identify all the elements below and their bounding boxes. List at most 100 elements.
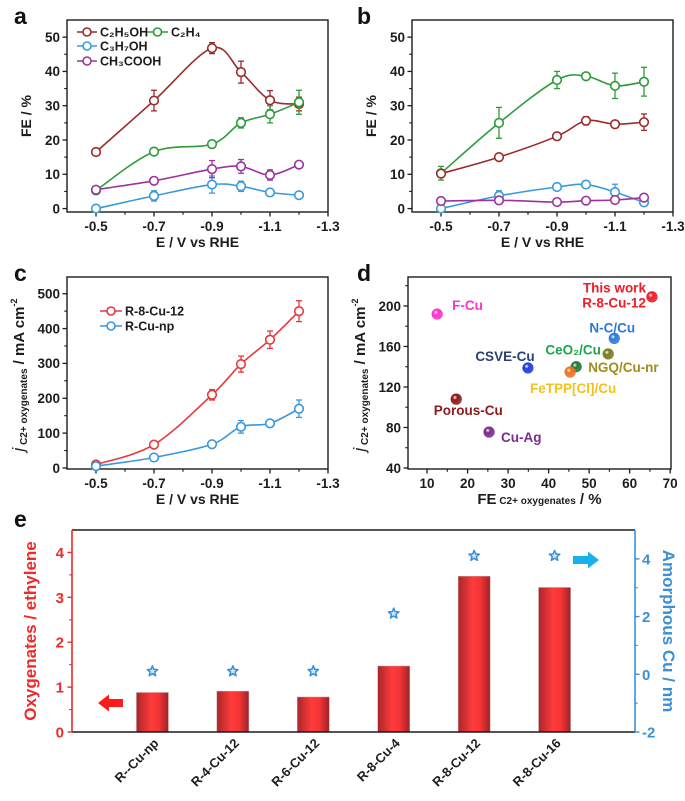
legend-marker bbox=[152, 27, 163, 37]
series-b-1 bbox=[435, 113, 650, 179]
x-tick-label: -0.9 bbox=[200, 219, 223, 234]
data-point bbox=[638, 76, 650, 87]
y-tick-label: 120 bbox=[378, 380, 401, 395]
scatter-point bbox=[522, 362, 534, 374]
scatter-item: CSVE-Cu bbox=[475, 349, 535, 374]
y-tick-label: 50 bbox=[45, 30, 60, 45]
left-tick-label: 4 bbox=[56, 545, 65, 562]
x-tick-label: -1.3 bbox=[316, 476, 340, 491]
left-tick-label: 0 bbox=[56, 725, 64, 742]
data-point bbox=[551, 181, 563, 193]
y-tick-label: 200 bbox=[378, 299, 401, 314]
legend-marker bbox=[106, 306, 116, 316]
y-title-superscript: -2 bbox=[9, 299, 19, 307]
x-axis-title: FE C2+ oxygenates / % bbox=[477, 491, 601, 508]
y-axis-title: FE / % bbox=[363, 94, 379, 137]
legend-marker bbox=[82, 27, 92, 37]
y-tick-label: 40 bbox=[45, 64, 60, 79]
data-point bbox=[580, 115, 592, 126]
x-tick-label: 70 bbox=[663, 476, 678, 491]
left-axis-title: Oxygenates / ethylene bbox=[21, 541, 40, 721]
panel-letter: a bbox=[14, 3, 27, 29]
point-label: NGQ/Cu-nr bbox=[588, 360, 659, 375]
y-title-italic: j bbox=[9, 446, 28, 453]
y-tick-label: 400 bbox=[37, 321, 60, 336]
x-tick-label: 40 bbox=[541, 476, 556, 491]
data-point bbox=[493, 152, 505, 163]
x-tick-label: -0.5 bbox=[429, 219, 453, 234]
data-point bbox=[90, 461, 102, 472]
series-line bbox=[95, 407, 300, 467]
x-axis-title: E / V vs RHE bbox=[156, 491, 239, 507]
data-point bbox=[235, 359, 247, 370]
data-point bbox=[293, 159, 305, 170]
data-point bbox=[235, 67, 247, 78]
data-point bbox=[580, 71, 592, 82]
y-tick-label: 100 bbox=[37, 426, 60, 441]
star-marker bbox=[307, 665, 320, 677]
scatter-item: CeO₂/Cu bbox=[545, 343, 601, 373]
bar bbox=[297, 696, 330, 733]
legend-label: C₂H₅OH bbox=[100, 26, 148, 40]
data-point bbox=[638, 192, 650, 203]
legend-label: C₃H₇OH bbox=[100, 40, 148, 54]
y-tick-label: 200 bbox=[37, 391, 60, 406]
left-tick-label: 1 bbox=[56, 680, 64, 697]
panel-letter: e bbox=[14, 506, 27, 532]
y-tick-label: 30 bbox=[45, 99, 60, 114]
y-title-units: / mA cm bbox=[352, 307, 369, 369]
series-c-0 bbox=[90, 300, 305, 470]
x-tick-label: 30 bbox=[501, 476, 516, 491]
data-point bbox=[435, 195, 447, 207]
legend-entry: C₃H₇OH bbox=[77, 40, 148, 54]
bar bbox=[377, 665, 410, 733]
data-point bbox=[90, 146, 102, 158]
y-tick-label: 40 bbox=[390, 64, 405, 79]
y-tick-label: 160 bbox=[378, 339, 401, 354]
legend-marker bbox=[82, 41, 92, 51]
scatter-item: Porous-Cu bbox=[434, 393, 503, 418]
right-tick-label: 2 bbox=[642, 609, 650, 626]
bar bbox=[216, 690, 250, 733]
x-tick-label: -0.7 bbox=[142, 219, 165, 234]
scatter-point bbox=[602, 348, 614, 360]
legend-entry: CH₃COOH bbox=[77, 55, 161, 69]
data-point bbox=[609, 194, 621, 206]
data-point bbox=[493, 117, 505, 128]
legend-label: R-Cu-np bbox=[125, 320, 175, 334]
y-title-subscript: C2+ oxygenates bbox=[19, 368, 30, 448]
data-point bbox=[609, 119, 621, 130]
star-marker bbox=[226, 665, 239, 677]
x-tick-label: -0.9 bbox=[545, 219, 568, 234]
right-tick-label: -2 bbox=[642, 725, 655, 742]
data-point bbox=[148, 95, 160, 106]
data-point bbox=[493, 195, 505, 206]
y-tick-label: 30 bbox=[390, 99, 405, 114]
point-label: This work bbox=[583, 280, 647, 295]
legend-marker bbox=[106, 321, 116, 331]
y-tick-label: 10 bbox=[45, 167, 60, 182]
series-a-3 bbox=[90, 158, 305, 195]
data-point bbox=[264, 187, 276, 198]
plot-frame bbox=[407, 276, 672, 470]
panel-e: 0 1 2 3 4 -2 0 2 4 R--Cu-np R-4-Cu-12 R-6-Cu-12 R-8-… bbox=[21, 529, 678, 790]
panel-a: -0.5 -0.7 -0.9 -1.1 -1.3 0 10 20 30 40 50 C₂H₅OH C₂H… bbox=[18, 19, 340, 250]
star-marker bbox=[548, 549, 561, 562]
data-point bbox=[235, 181, 247, 192]
y-title-superscript: -2 bbox=[350, 299, 360, 307]
series-a-2 bbox=[90, 175, 305, 214]
x-title-main: FE bbox=[477, 491, 496, 508]
x-tick-label: -0.7 bbox=[142, 476, 165, 491]
left-tick-label: 2 bbox=[56, 635, 64, 652]
data-point bbox=[580, 195, 592, 206]
data-point bbox=[206, 164, 218, 175]
data-point bbox=[264, 109, 276, 120]
scatter-item: NGQ/Cu-nr bbox=[588, 348, 659, 375]
y-axis-title: j C2+ oxygenates / mA cm-2 bbox=[350, 299, 371, 454]
plot-frame bbox=[66, 19, 329, 213]
legend-entry: R-Cu-np bbox=[100, 320, 175, 334]
scatter-point bbox=[564, 366, 576, 378]
y-tick-label: 10 bbox=[390, 167, 405, 182]
